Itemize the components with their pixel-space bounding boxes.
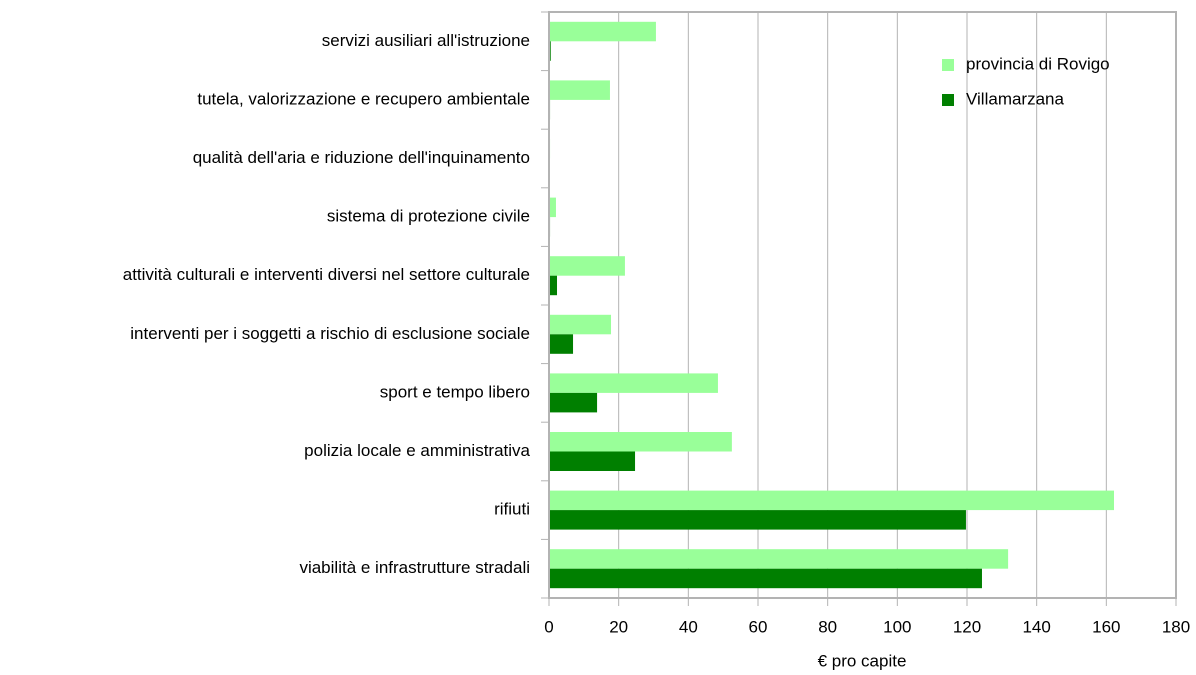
bar — [549, 510, 966, 530]
x-tick-label: 0 — [544, 617, 553, 636]
bar — [549, 275, 558, 296]
y-tick-label: servizi ausiliari all'istruzione — [322, 31, 530, 50]
legend-swatch — [942, 94, 954, 106]
x-tick-label: 60 — [749, 617, 768, 636]
plot-border — [548, 11, 1177, 599]
legend-label: Villamarzana — [966, 89, 1065, 108]
y-tick-label: polizia locale e amministrativa — [304, 441, 530, 460]
bar — [549, 197, 556, 218]
legend-label: provincia di Rovigo — [966, 54, 1110, 73]
x-tick-label: 40 — [679, 617, 698, 636]
bar — [549, 392, 598, 413]
x-tick-label: 140 — [1022, 617, 1050, 636]
y-tick-label: qualità dell'aria e riduzione dell'inqui… — [193, 148, 530, 167]
x-tick-label: 180 — [1162, 617, 1190, 636]
bar — [549, 314, 612, 335]
y-tick-label: viabilità e infrastrutture stradali — [299, 558, 530, 577]
bar — [549, 334, 574, 354]
x-tick-label: 120 — [953, 617, 981, 636]
x-tick-label: 100 — [883, 617, 911, 636]
x-axis-label: € pro capite — [818, 651, 907, 670]
legend-swatch — [942, 59, 954, 71]
y-tick-label: rifiuti — [494, 500, 530, 519]
x-tick-label: 80 — [818, 617, 837, 636]
y-tick-label: sistema di protezione civile — [327, 207, 530, 226]
bar — [549, 549, 1009, 569]
bar — [549, 490, 1114, 511]
bar — [549, 451, 636, 471]
x-tick-label: 20 — [609, 617, 628, 636]
bar — [549, 373, 718, 393]
bar — [549, 432, 732, 452]
x-tick-label: 160 — [1092, 617, 1120, 636]
y-tick-label: sport e tempo libero — [380, 382, 530, 401]
bar — [549, 80, 610, 100]
bar — [549, 568, 982, 589]
bar — [549, 21, 656, 42]
y-tick-label: interventi per i soggetti a rischio di e… — [130, 324, 530, 343]
bar — [549, 256, 625, 276]
y-tick-label: tutela, valorizzazione e recupero ambien… — [197, 89, 530, 108]
y-tick-label: attività culturali e interventi diversi … — [123, 265, 530, 284]
